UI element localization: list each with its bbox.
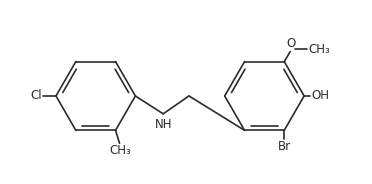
Text: OH: OH [311,89,329,102]
Text: NH: NH [154,118,172,131]
Text: CH₃: CH₃ [110,144,131,157]
Text: O: O [286,37,296,50]
Text: CH₃: CH₃ [308,43,330,56]
Text: Br: Br [278,140,291,153]
Text: Cl: Cl [31,89,42,102]
